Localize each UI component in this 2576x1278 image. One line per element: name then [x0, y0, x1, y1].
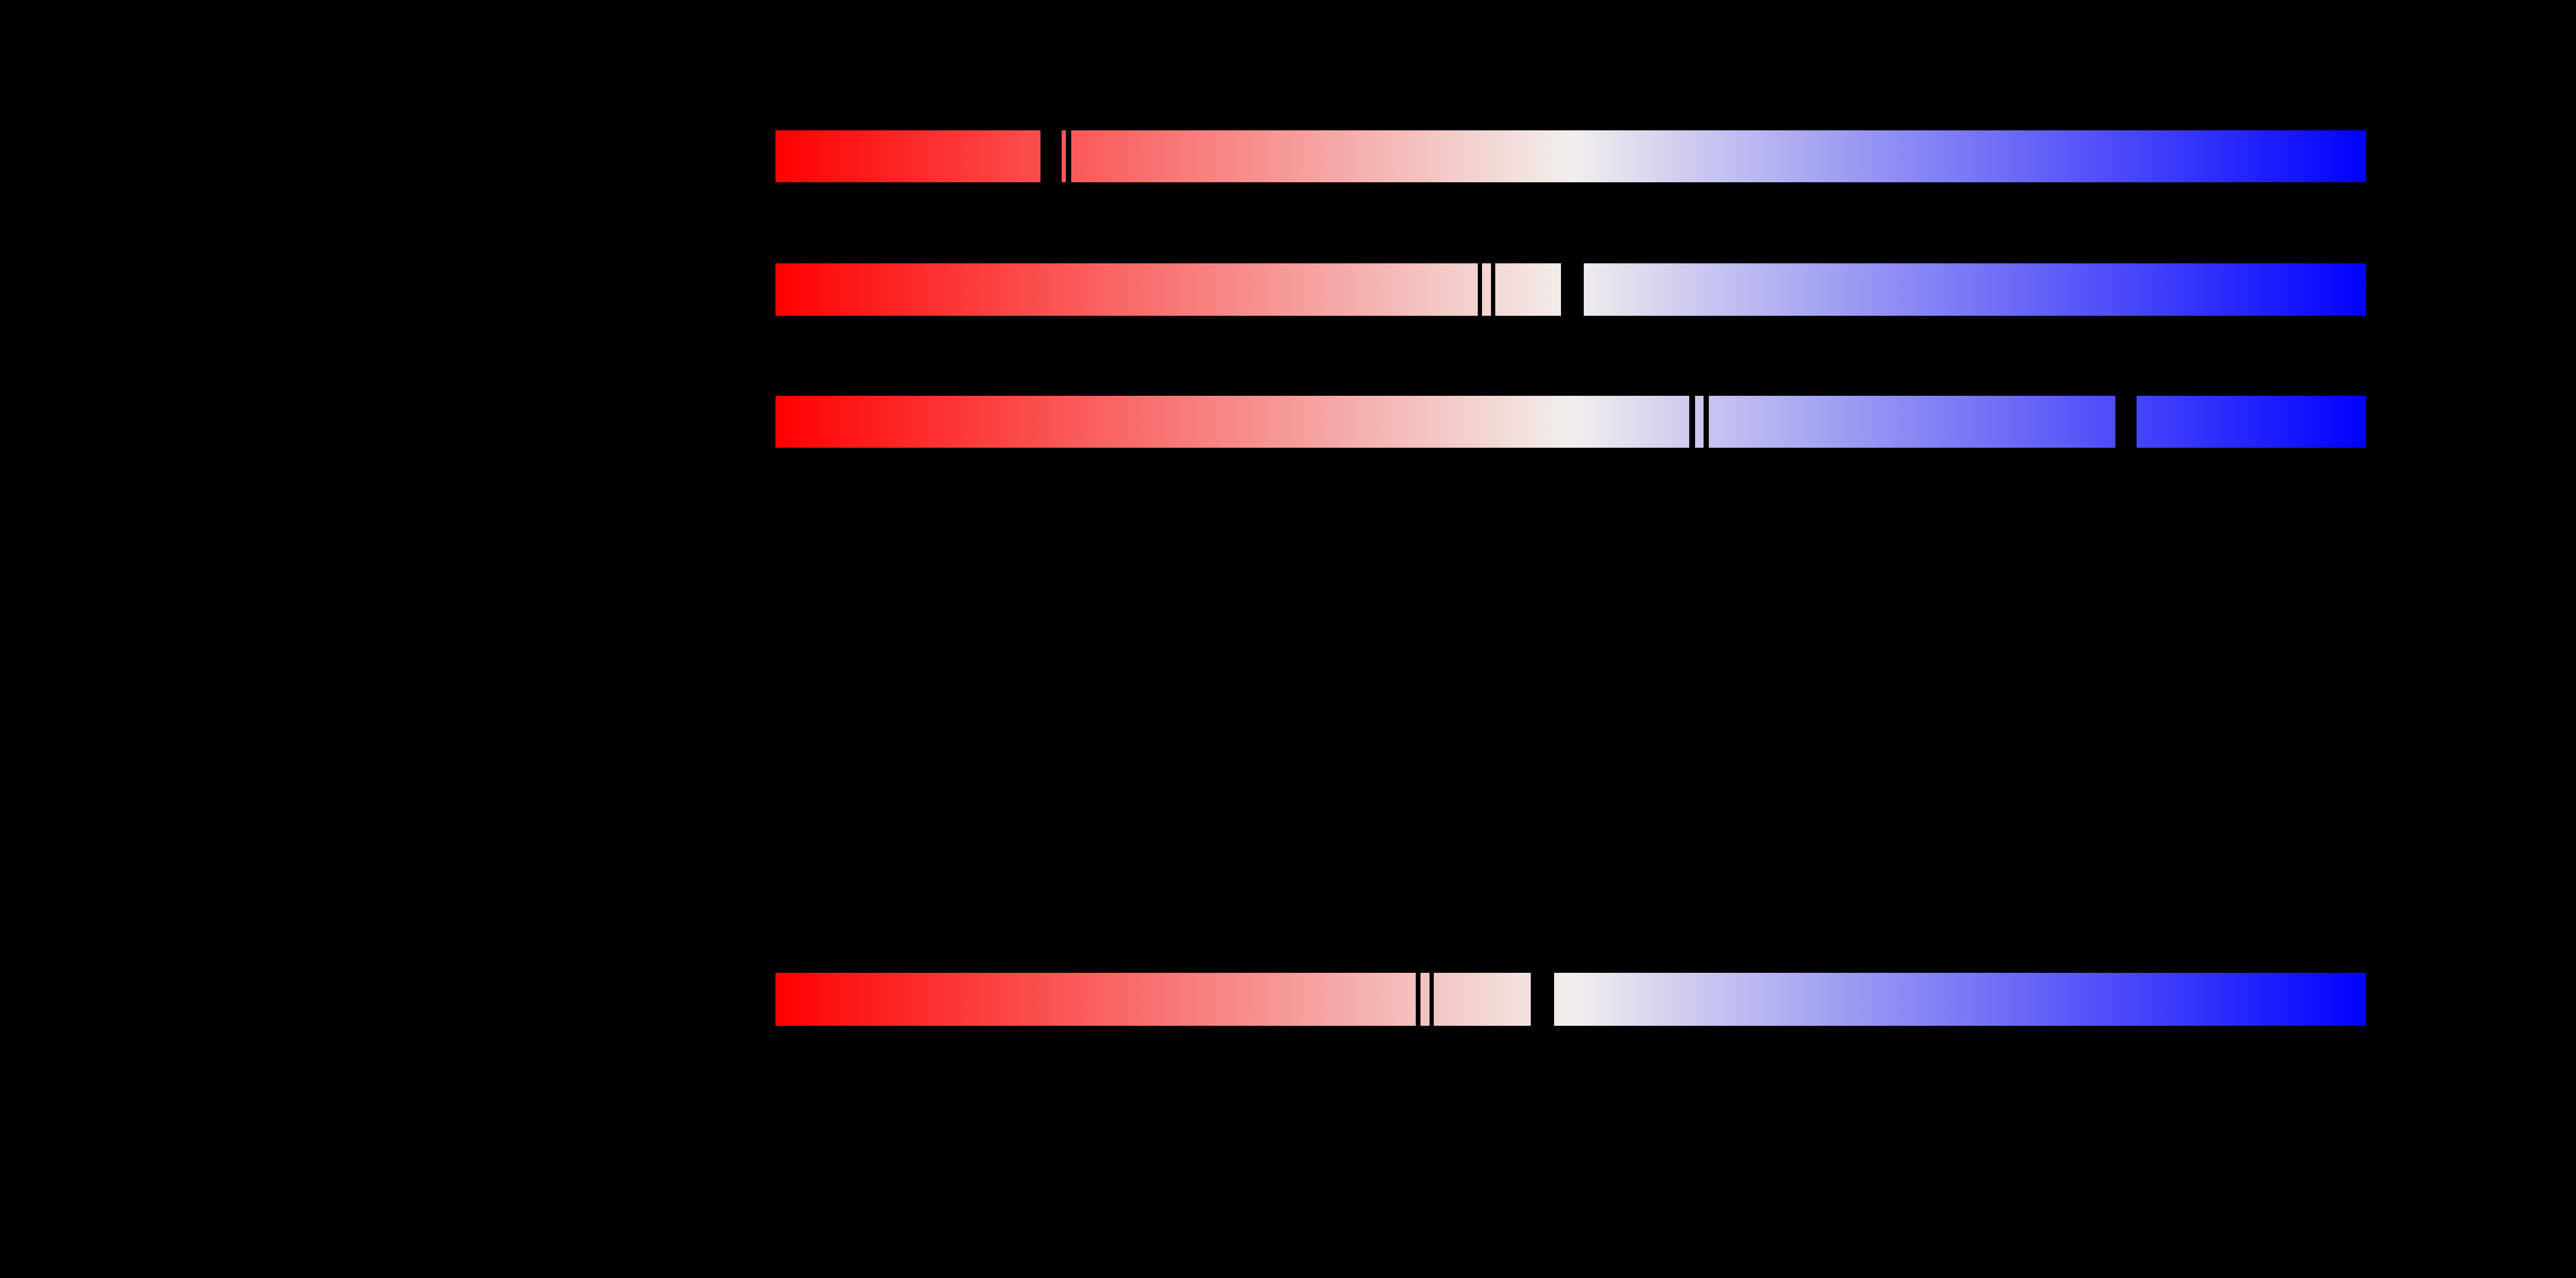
gradient-bar-4-tick-line-2: [1430, 973, 1434, 1026]
gradient-bar-2-tick-line-1: [1478, 263, 1482, 316]
gradient-bar-3-segment-gap: [2115, 396, 2137, 448]
gradient-bar-2-tick-line-2: [1491, 263, 1495, 316]
gradient-bar-4: [775, 973, 2366, 1026]
gradient-bar-3-tick-line-1: [1689, 396, 1695, 448]
gradient-bar-2: [775, 263, 2366, 316]
gradient-bar-4-segment-gap: [1531, 973, 1554, 1026]
gradient-bar-2-segment-gap: [1561, 263, 1584, 316]
gradient-bar-4-tick-line-1: [1416, 973, 1421, 1026]
gradient-bar-1-tick-line-1: [1066, 130, 1071, 182]
gradient-bar-1-segment-gap: [1040, 130, 1062, 182]
gradient-bar-1: [775, 130, 2366, 182]
gradient-bar-3-tick-line-2: [1704, 396, 1709, 448]
gradient-bar-3: [775, 396, 2366, 448]
